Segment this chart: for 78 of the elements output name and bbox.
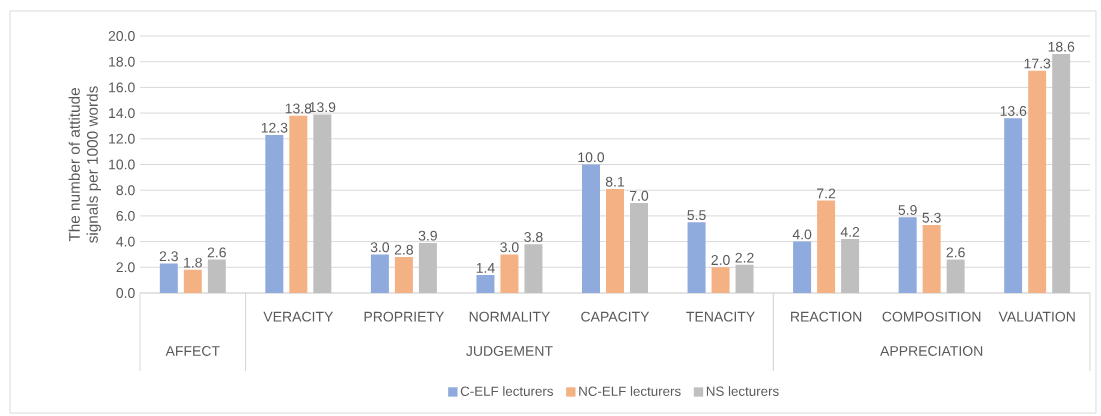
data-label: 4.0 [792,229,812,240]
data-label: 3.9 [418,230,437,241]
y-tick-label: 4.0 [116,236,135,247]
y-tick-label: 8.0 [116,185,135,196]
data-label: 3.0 [370,242,390,253]
data-label: 2.0 [711,255,730,266]
bar [183,269,202,293]
bar [1028,70,1047,293]
bar [370,254,389,293]
x-tick-label: NORMALITY [469,311,550,322]
data-label: 18.6 [1048,41,1075,52]
y-axis-title: The number of attitude signals per 1000 words [68,86,101,243]
x-tick-label: REACTION [791,311,862,322]
y-tick-label: 6.0 [116,210,135,221]
data-label: 2.6 [946,247,965,258]
data-label: 1.8 [184,257,202,268]
legend-label: C-ELF lecturers [460,386,554,396]
legend-label: NS lecturers [706,386,779,396]
bar [1004,118,1023,293]
y-tick-label: 2.0 [116,262,135,273]
y-tick-label: 0.0 [116,288,135,298]
bar [476,275,495,293]
x-tick-label: COMPOSITION [882,311,981,322]
data-label: 12.3 [261,122,288,133]
bar [582,164,600,293]
bar [629,203,648,293]
data-label: 8.1 [605,176,625,187]
bar [313,114,332,293]
y-tick-label: 20.0 [108,31,135,41]
bar [207,259,226,293]
data-label: 2.3 [159,251,178,262]
bar [898,217,917,293]
data-label: 10.0 [578,152,605,163]
data-label: 7.2 [817,188,836,199]
bar [687,222,706,293]
data-label: 1.4 [476,263,495,273]
data-label: 3.0 [500,242,519,253]
legend-label: NC-ELF lecturers [579,386,681,396]
x-tick-label: CAPACITY [581,311,650,322]
data-label: 5.9 [898,205,917,215]
data-label: 13.6 [1000,106,1027,116]
data-label: 5.5 [687,210,706,221]
bar [817,200,836,293]
bar [289,115,308,293]
bar [841,239,860,293]
data-label: 7.0 [629,190,649,201]
x-tick-label: PROPRIETY [364,311,445,322]
text: APPRECIATION [880,346,983,356]
bar [159,263,178,293]
bar [394,257,413,293]
bar [500,254,519,293]
x-tick-label: VERACITY [263,311,334,322]
x-tick-label: TENACITY [686,311,755,322]
bar [265,134,284,293]
bar [793,241,812,293]
y-tick-label: 14.0 [109,108,135,119]
data-label: 4.2 [840,226,860,237]
data-label: 3.8 [524,231,543,242]
data-label: 2.6 [207,247,226,258]
bar [524,244,543,293]
y-tick-label: 10.0 [109,159,135,170]
y-tick-label: 12.0 [109,133,135,144]
bar [735,264,754,293]
bar [1052,53,1071,293]
y-tick-label: 16.0 [109,82,135,93]
data-label: 2.8 [394,244,414,255]
bar [922,224,941,293]
bar [605,188,624,293]
bar [711,267,730,293]
data-label: 2.2 [735,252,754,263]
data-label: 17.3 [1024,58,1051,69]
text: JUDGEMENT [466,346,553,356]
bar [418,242,437,293]
data-label: 5.3 [922,212,941,223]
x-tick-label: VALUATION [998,311,1075,322]
text: AFFECT [165,346,220,356]
bar [946,259,965,293]
y-tick-label: 18.0 [109,56,135,67]
